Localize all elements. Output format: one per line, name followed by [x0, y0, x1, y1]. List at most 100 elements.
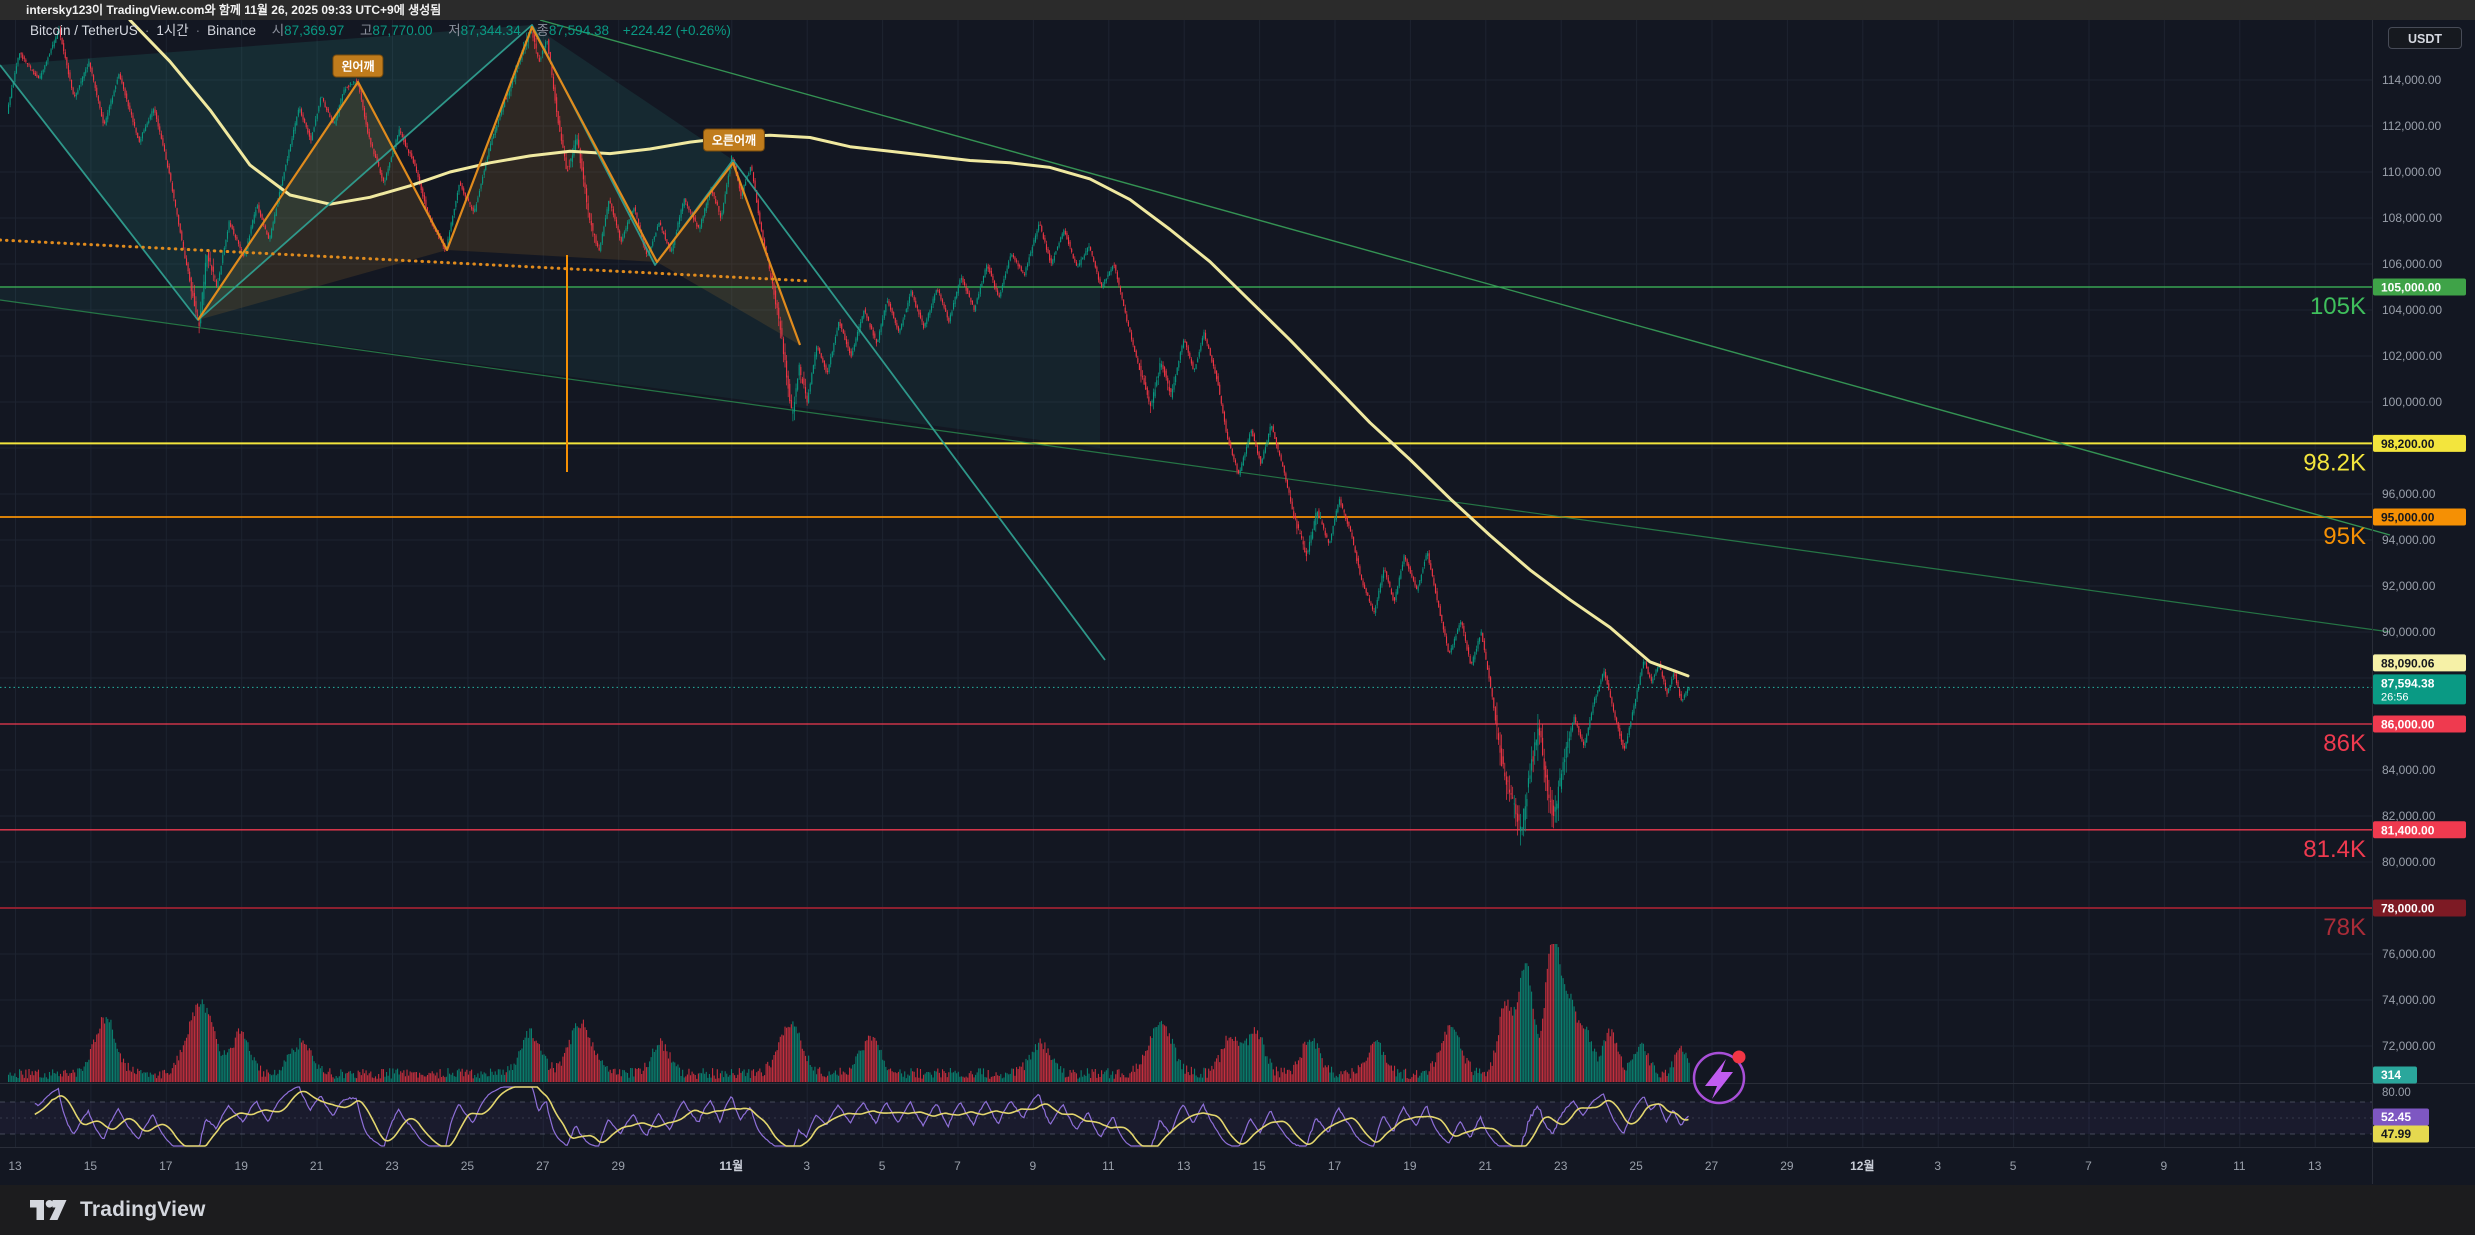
open-label: 시: [271, 23, 285, 38]
close-value: 87,594.38: [548, 23, 609, 38]
trendline-b[interactable]: [0, 299, 2391, 633]
pattern-fills: [0, 25, 1100, 448]
time-axis-label: 15: [84, 1159, 98, 1173]
time-axis-label: 3: [803, 1159, 810, 1173]
interval-label[interactable]: 1시간: [156, 23, 189, 38]
symbol-legend[interactable]: Bitcoin / TetherUS · 1시간 · Binance 시87,369.9…: [30, 23, 731, 38]
volume-badge-text: 314: [2381, 1068, 2401, 1082]
price-axis-badges: 105,000.00 98,200.00 95,000.00 88,090.06 87,…: [2373, 278, 2466, 1143]
rsi-axis-label: 80.00: [2382, 1087, 2411, 1099]
price-axis-label: 84,000.00: [2382, 763, 2436, 777]
price-axis-label: 110,000.00: [2382, 165, 2441, 179]
price-axis-label: 90,000.00: [2382, 625, 2436, 639]
level-label-105K: 105K: [2310, 293, 2366, 320]
rsi-badge: [2373, 1108, 2429, 1126]
high-value: 87,770.00: [372, 23, 433, 38]
rsi-band: [0, 1102, 2372, 1134]
high-label: 고: [359, 23, 373, 38]
teal-zigzag-line[interactable]: [0, 24, 1106, 661]
price-badge-text: 95,000.00: [2381, 511, 2435, 525]
time-axis-label: 15: [1252, 1159, 1266, 1173]
moving-average-line[interactable]: [128, 20, 1690, 678]
time-axis-label: 17: [159, 1159, 173, 1173]
time-axis-label: 21: [310, 1159, 324, 1173]
price-axis-label: 72,000.00: [2382, 1039, 2436, 1053]
head-fill: [447, 27, 657, 262]
price-badge: [2373, 278, 2466, 296]
price-badge: [2373, 674, 2466, 705]
time-axis-label: 5: [879, 1159, 886, 1173]
level-label-86K: 86K: [2323, 730, 2366, 757]
price-axis-label: 94,000.00: [2382, 533, 2436, 547]
time-axis-label: 9: [1030, 1159, 1037, 1173]
pane-separators: [0, 20, 2475, 1184]
price-badge-text: 86,000.00: [2381, 718, 2435, 732]
rsi-pane: [0, 1086, 2372, 1147]
price-badge: [2373, 899, 2466, 917]
currency-toggle-button[interactable]: USDT: [2388, 27, 2462, 49]
time-axis-label: 25: [1629, 1159, 1643, 1173]
price-axis-label: 102,000.00: [2382, 349, 2442, 363]
rsi-ma-line: [34, 1086, 1689, 1147]
tradingview-logo-icon[interactable]: [28, 1195, 68, 1225]
price-axis-label: 108,000.00: [2382, 211, 2442, 225]
rsi-badge-text: 52.45: [2381, 1110, 2411, 1124]
right-shoulder-label[interactable]: 오른어깨: [702, 128, 766, 152]
level-label-81.4K: 81.4K: [2303, 836, 2366, 863]
left-shoulder-label[interactable]: 왼어깨: [332, 54, 384, 78]
price-axis-label: 76,000.00: [2382, 947, 2436, 961]
flash-mode-icon[interactable]: [1692, 1050, 1746, 1105]
price-axis-label: 112,000.00: [2382, 119, 2441, 133]
attribution-bar: intersky123이 TradingView.com와 함께 11월 26,…: [0, 0, 2475, 20]
head-shoulders-line[interactable]: [197, 25, 802, 346]
price-axis-label: 82,000.00: [2382, 809, 2436, 823]
time-axis-label: 23: [385, 1159, 399, 1173]
price-axis[interactable]: 114,000.00 112,000.00 110,000.00 108,000.00…: [2382, 73, 2442, 1099]
price-axis-label: 80,000.00: [2382, 855, 2436, 869]
volume-down-bars: [20, 944, 1682, 1082]
right-shoulder-fill: [657, 163, 800, 345]
rsi-ma-badge: [2373, 1125, 2429, 1143]
teal-triangle-1-fill: [0, 25, 532, 320]
exchange-label: Binance: [207, 23, 256, 38]
price-badge: [2373, 654, 2466, 672]
time-axis-label: 19: [1403, 1159, 1417, 1173]
price-axis-label: 106,000.00: [2382, 257, 2442, 271]
time-axis-label: 29: [612, 1159, 626, 1173]
time-axis-label: 27: [536, 1159, 550, 1173]
time-axis-label: 29: [1780, 1159, 1794, 1173]
neckline-dotted[interactable]: [0, 238, 812, 283]
time-axis-label: 19: [235, 1159, 249, 1173]
time-axis-label: 7: [2085, 1159, 2092, 1173]
price-axis-label: 92,000.00: [2382, 579, 2436, 593]
level-label-95K: 95K: [2323, 523, 2366, 550]
open-value: 87,369.97: [284, 23, 345, 38]
change-value: +224.42 (+0.26%): [622, 23, 731, 38]
time-axis-label: 21: [1479, 1159, 1493, 1173]
price-axis-label: 74,000.00: [2382, 993, 2436, 1007]
price-badge: [2373, 821, 2466, 839]
price-axis-label: 104,000.00: [2382, 303, 2442, 317]
time-axis[interactable]: 13 15 17 19 21 23 25 27 29 11월 3 5 7 9 11 13 15 17 19 21 23 2…: [8, 1158, 2321, 1173]
footer-brand-text[interactable]: TradingView: [80, 1198, 206, 1221]
time-axis-label: 27: [1705, 1159, 1719, 1173]
notification-dot: [1732, 1050, 1746, 1064]
close-label: 종: [536, 23, 549, 38]
price-axis-label: 114,000.00: [2382, 73, 2441, 87]
level-lines: [0, 19, 2391, 909]
volume-bars: [8, 944, 1690, 1082]
candlesticks: [8, 25, 1690, 846]
time-axis-label: 11: [2233, 1159, 2246, 1173]
price-badge-text: 87,594.38: [2381, 676, 2435, 690]
low-value: 87,344.34: [460, 23, 521, 38]
symbol-name[interactable]: Bitcoin / TetherUS: [30, 23, 138, 38]
time-axis-label: 13: [1177, 1159, 1191, 1173]
trendline-a[interactable]: [539, 19, 2391, 536]
level-label-98.2K: 98.2K: [2303, 449, 2366, 476]
footer-bar: TradingView: [0, 1185, 2475, 1235]
price-axis-label: 100,000.00: [2382, 395, 2442, 409]
price-badge-text: 88,090.06: [2381, 656, 2435, 670]
time-axis-label: 13: [8, 1159, 22, 1173]
